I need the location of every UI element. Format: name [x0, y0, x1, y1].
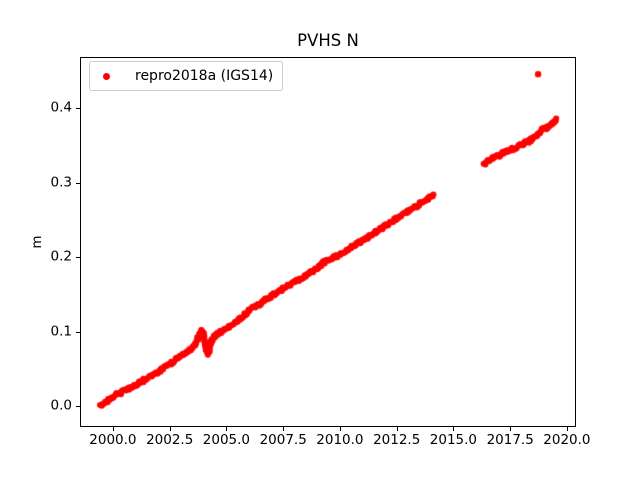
x-tick-mark [169, 427, 171, 431]
y-tick-label: 0.3 [50, 174, 72, 190]
x-tick-mark [510, 427, 512, 431]
chart-title: PVHS N [297, 31, 359, 50]
x-tick-mark [283, 427, 285, 431]
y-tick-mark [76, 108, 80, 109]
y-tick-label: 0.0 [50, 397, 72, 414]
legend-marker-dot-icon [103, 73, 110, 80]
legend-label: repro2018a (IGS14) [135, 68, 274, 84]
y-tick-mark [76, 331, 80, 333]
x-tick-label: 2010.0 [316, 432, 364, 448]
x-tick-mark [566, 427, 568, 431]
x-tick-label: 2002.5 [146, 432, 194, 448]
legend: repro2018a (IGS14) [89, 61, 283, 91]
y-tick-label: 0.1 [50, 323, 72, 339]
x-tick-label: 2007.5 [259, 432, 307, 448]
y-tick-mark [76, 257, 80, 258]
x-tick-label: 2000.0 [89, 432, 137, 448]
x-tick-mark [339, 427, 341, 431]
y-tick-mark [76, 182, 80, 184]
x-tick-label: 2005.0 [202, 432, 251, 448]
x-tick-label: 2015.0 [429, 432, 478, 448]
y-tick-label: 0.4 [50, 99, 72, 116]
x-tick-label: 2017.5 [486, 432, 534, 448]
x-tick-label: 2012.5 [373, 432, 421, 448]
x-tick-mark [396, 427, 398, 431]
y-axis-label: m [29, 235, 45, 249]
x-tick-mark [226, 427, 228, 431]
x-tick-mark [453, 427, 455, 431]
x-tick-mark [112, 427, 114, 431]
y-tick-mark [76, 406, 80, 407]
y-tick-label: 0.2 [50, 248, 72, 265]
plot-area-frame [80, 57, 576, 427]
x-tick-label: 2020.0 [543, 432, 591, 448]
